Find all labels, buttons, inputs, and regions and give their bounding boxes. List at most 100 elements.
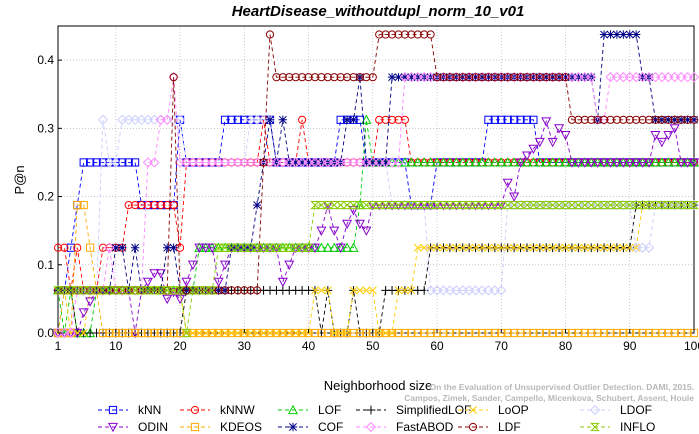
data-point [130, 158, 140, 167]
data-point [554, 124, 565, 134]
data-point [534, 137, 545, 148]
watermark-line-2: Campos, Zimek, Sander, Campello, Micenko… [404, 393, 694, 403]
data-point [219, 260, 231, 271]
data-point [490, 72, 500, 82]
y-tick-label: 0.2 [37, 190, 54, 204]
data-point [670, 115, 679, 125]
data-point [323, 286, 332, 295]
data-point [407, 30, 416, 39]
data-point [554, 157, 565, 167]
data-point [497, 115, 506, 124]
data-point [245, 243, 256, 252]
data-point [162, 286, 173, 295]
data-point [579, 200, 590, 210]
data-point [624, 199, 635, 211]
data-point [162, 294, 173, 305]
data-point [420, 243, 429, 252]
data-point [137, 200, 146, 210]
y-tick-label: 0.3 [37, 121, 54, 135]
data-point [663, 157, 674, 167]
legend-label: LoOP [498, 403, 529, 417]
data-point [137, 328, 146, 338]
data-point [349, 73, 358, 82]
data-point [393, 200, 404, 210]
data-point [400, 328, 410, 338]
data-point [496, 157, 507, 167]
data-point [163, 200, 172, 210]
data-point [413, 30, 422, 39]
data-point [194, 286, 205, 295]
data-point [227, 115, 236, 124]
data-point [643, 158, 655, 168]
data-point [375, 328, 384, 338]
data-point [554, 200, 564, 210]
data-point [162, 114, 173, 125]
data-point [464, 157, 475, 167]
data-point [445, 243, 454, 252]
data-point [407, 72, 416, 82]
data-point [587, 115, 596, 124]
data-point [606, 30, 615, 39]
data-point [483, 157, 494, 167]
data-point [477, 73, 487, 82]
data-point [484, 115, 493, 124]
data-point [259, 158, 268, 167]
legend-marker [468, 422, 478, 432]
data-point [208, 328, 217, 338]
data-point [187, 260, 198, 271]
data-point [348, 200, 359, 210]
x-tick-label: 90 [623, 339, 637, 353]
data-point [163, 243, 172, 252]
data-point [688, 158, 699, 168]
data-point [272, 328, 281, 338]
data-point [182, 286, 191, 295]
data-point [271, 243, 282, 252]
data-point [207, 286, 217, 295]
data-point [317, 328, 326, 338]
data-point [426, 243, 435, 252]
data-point [484, 243, 493, 252]
data-point [149, 157, 160, 168]
data-point [625, 243, 634, 252]
data-point [310, 73, 320, 82]
data-point [683, 115, 692, 124]
data-point [310, 158, 320, 167]
data-point [419, 200, 429, 210]
data-point [394, 115, 403, 124]
data-point [663, 200, 674, 210]
legend-marker [108, 405, 118, 415]
data-point [246, 115, 255, 124]
data-point [656, 157, 667, 167]
data-point [317, 286, 326, 295]
data-point [200, 243, 211, 253]
data-point [676, 200, 686, 210]
x-tick-label: 30 [238, 339, 252, 353]
data-point [521, 151, 533, 161]
data-point [606, 115, 615, 124]
data-point [541, 157, 552, 167]
data-point [150, 328, 159, 338]
data-point [285, 328, 294, 338]
data-point [387, 328, 397, 338]
data-point [304, 158, 313, 167]
data-point [682, 200, 693, 210]
data-point [445, 73, 454, 82]
data-point [632, 328, 641, 338]
data-point [587, 328, 596, 338]
data-point [592, 200, 603, 210]
data-point [587, 243, 596, 252]
data-point [535, 328, 544, 338]
data-point [413, 72, 422, 82]
data-point [278, 243, 288, 252]
legend-item-COF: COF [278, 420, 343, 434]
data-point [213, 277, 224, 288]
data-point [516, 115, 525, 124]
data-point [362, 286, 371, 295]
data-point [502, 157, 513, 167]
data-point [631, 200, 641, 210]
data-point [457, 157, 468, 167]
data-point [611, 158, 622, 168]
data-point [188, 328, 198, 338]
data-point [253, 115, 262, 124]
x-tick-label: 10 [109, 339, 123, 353]
